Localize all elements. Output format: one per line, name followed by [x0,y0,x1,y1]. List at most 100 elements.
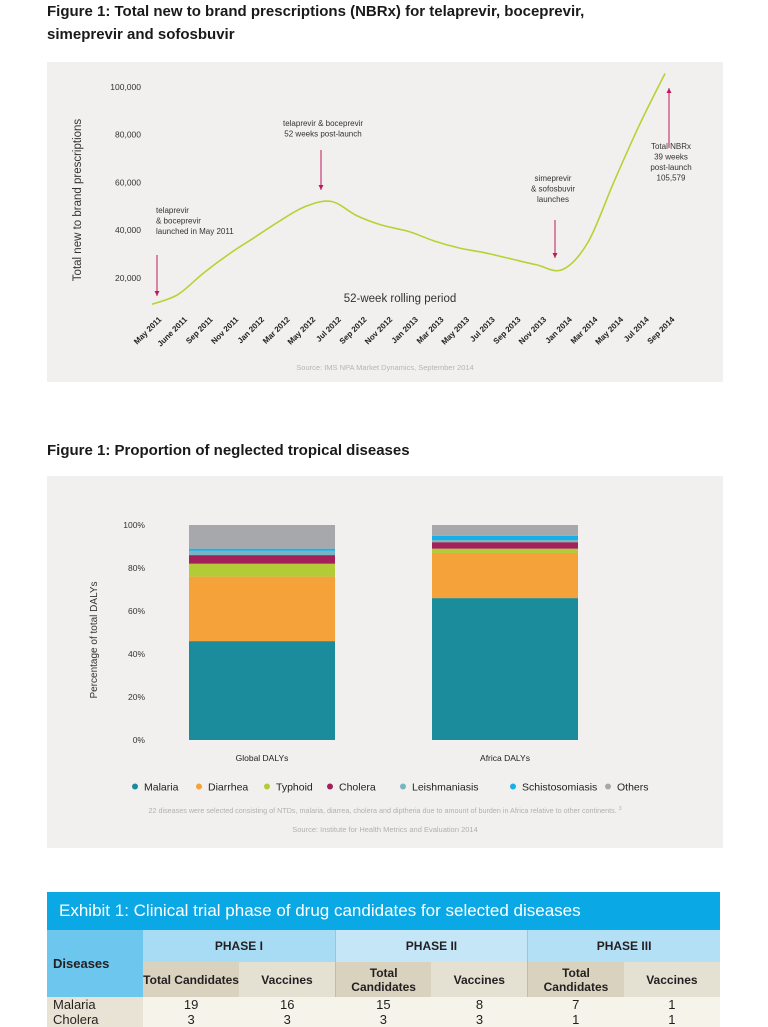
annotation-text: 39 weeks [654,153,688,162]
bar-segment-malaria [432,598,578,740]
y-tick-label: 40% [128,649,145,659]
cell: 19 [143,997,239,1012]
bar-chart: 0% 20% 40% 60% 80% 100% Percentage of total DA… [47,476,723,848]
legend-label: Others [617,782,649,794]
bar-segment-leishmaniasis [189,551,335,555]
annotation-text: 105,579 [657,174,686,183]
cell: 1 [624,997,720,1012]
cell: 1 [528,1012,624,1027]
cell: 3 [431,1012,527,1027]
y-tick-label: 100% [123,520,145,530]
figure-1-title: Figure 1: Total new to brand prescriptio… [47,0,647,46]
annotation-text: & boceprevir [156,217,201,226]
bar-segment-diarrhea [189,577,335,642]
y-tick-label: 80,000 [115,130,141,140]
bar-segment-malaria [189,641,335,740]
legend-label: Malaria [144,782,179,794]
category-label: Global DALYs [236,753,289,763]
vaccines-header: Vaccines [431,962,527,997]
legend-marker-icon [132,784,138,790]
bar-segment-others [189,525,335,549]
x-tick-label: May 2012 [286,315,318,347]
arrow-head-icon [155,291,160,296]
y-tick-label: 60% [128,606,145,616]
y-tick-label: 80% [128,563,145,573]
annotation-text: telaprevir & boceprevir [283,119,363,128]
bar-chart-panel: 0% 20% 40% 60% 80% 100% Percentage of total DA… [47,476,723,848]
x-tick-label: Nov 2012 [363,315,395,347]
x-tick-label: Nov 2013 [517,315,549,347]
y-tick-label: 0% [133,735,146,745]
total-candidates-header: Total Candidates [335,962,431,997]
cell: 8 [431,997,527,1012]
legend-marker-icon [264,784,270,790]
bar-segment-diarrhea [432,553,578,598]
bar-segment-schistosomiasis [432,536,578,540]
y-axis-label: Percentage of total DALYs [89,581,100,698]
legend-label: Leishmaniasis [412,782,479,794]
cell: 3 [335,1012,431,1027]
bar-segment-typhoid [189,564,335,577]
total-candidates-header: Total Candidates [528,962,624,997]
arrow-head-icon [319,185,324,190]
phase-3-header: PHASE III [528,930,720,962]
x-tick-label: May 2013 [440,315,472,347]
annotation-text: 52 weeks post-launch [284,130,361,139]
legend-label: Cholera [339,782,376,794]
annotation-text: telaprevir [156,206,189,215]
table-row: Cholera 3 3 3 3 1 1 [47,1012,720,1027]
vaccines-header: Vaccines [624,962,720,997]
x-tick-label: Nov 2011 [209,315,240,346]
line-chart: 20,000 40,000 60,000 80,000 100,000 Total new… [47,62,723,382]
total-candidates-header: Total Candidates [143,962,239,997]
y-tick-label: 40,000 [115,225,141,235]
y-tick-label: 20% [128,692,145,702]
bar-segment-cholera [189,555,335,564]
x-tick-label: Sep 2014 [646,315,677,346]
annotation-text: simeprevir [535,174,572,183]
footnote-ref: 3 [619,806,622,812]
cell: 3 [239,1012,335,1027]
cell: 1 [624,1012,720,1027]
legend-marker-icon [400,784,406,790]
category-label: Africa DALYs [480,753,530,763]
bar-segment-leishmaniasis [432,540,578,542]
disease-name: Cholera [47,1012,143,1027]
legend-label: Schistosomiasis [522,782,597,794]
phase-1-header: PHASE I [143,930,335,962]
nbrx-line [152,73,665,304]
annotation-text: & sofosbuvir [531,185,575,194]
line-chart-panel: 20,000 40,000 60,000 80,000 100,000 Total new… [47,62,723,382]
x-axis-label: 52-week rolling period [344,293,457,305]
source-note: Source: IMS NPA Market Dynamics, Septemb… [296,363,473,372]
annotation-text: launches [537,195,569,204]
table-row: Malaria 19 16 15 8 7 1 [47,997,720,1012]
exhibit-table: Exhibit 1: Clinical trial phase of drug … [47,892,720,1027]
y-axis-label: Total new to brand prescriptions [72,119,84,282]
annotation-text: launched in May 2011 [156,227,234,236]
cell: 16 [239,997,335,1012]
annotation-text: post-launch [650,163,691,172]
diseases-header: Diseases [47,930,143,997]
vaccines-header: Vaccines [239,962,335,997]
legend-marker-icon [327,784,333,790]
y-tick-label: 60,000 [115,177,141,187]
arrow-head-icon [553,253,558,258]
y-tick-label: 20,000 [115,273,141,283]
bar-segment-typhoid [432,549,578,553]
legend-label: Typhoid [276,782,313,794]
bar-segment-schistosomiasis [189,549,335,551]
phase-2-header: PHASE II [335,930,527,962]
y-tick-label: 100,000 [110,82,141,92]
cell: 7 [528,997,624,1012]
bar-segment-cholera [432,542,578,548]
footnote: 22 diseases were selected consisting of … [148,806,621,815]
exhibit-title: Exhibit 1: Clinical trial phase of drug … [47,892,720,930]
cell: 3 [143,1012,239,1027]
arrow-head-icon [667,88,672,93]
figure-2-title: Figure 1: Proportion of neglected tropic… [47,439,410,462]
bar-segment-others [432,525,578,536]
legend-label: Diarrhea [208,782,248,794]
source-note: Source: Institute for Health Metrics and… [292,825,478,834]
annotation-text: Total NBRx [651,142,691,151]
